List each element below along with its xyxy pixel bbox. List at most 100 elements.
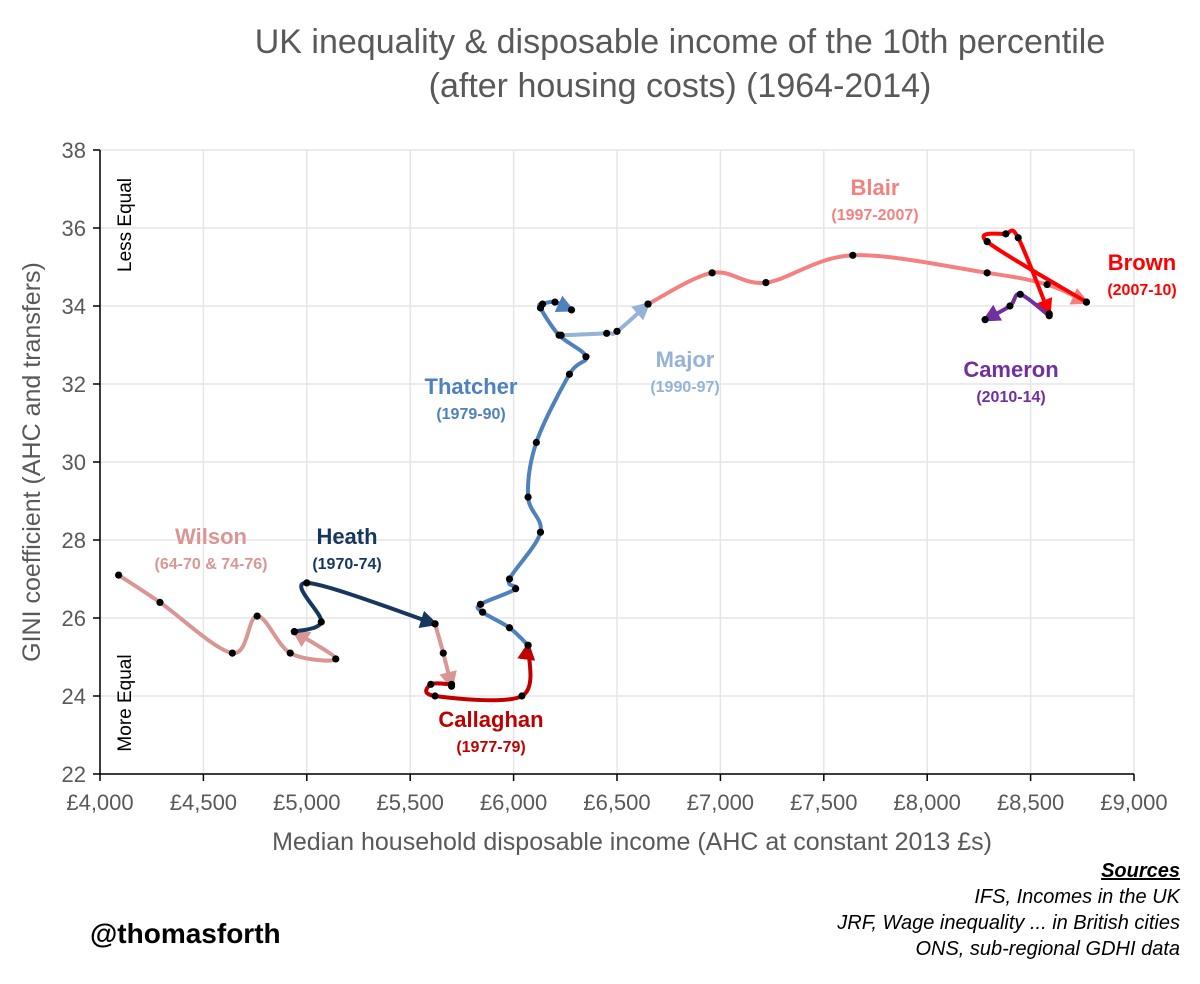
label-years-cameron: (2010-14)	[976, 389, 1045, 406]
data-point	[228, 649, 236, 657]
data-point	[512, 585, 520, 593]
x-tick-label: £7,000	[687, 790, 754, 815]
sources-heading: Sources	[1101, 860, 1180, 882]
series-line-brown	[981, 228, 1089, 318]
series-layer	[115, 228, 1091, 703]
data-point	[524, 641, 532, 649]
data-point	[253, 612, 261, 620]
data-point	[551, 298, 559, 306]
data-point	[1045, 312, 1053, 320]
data-point	[476, 600, 485, 608]
data-point	[849, 251, 857, 259]
data-point	[567, 306, 576, 314]
y-tick-label: 24	[62, 684, 86, 709]
label-years-blair: (1997-2007)	[831, 207, 918, 224]
y-axis-title: GINI coefficient (AHC and transfers)	[18, 262, 46, 662]
data-point	[565, 370, 574, 378]
more-equal-note: More Equal	[115, 654, 136, 751]
data-point	[431, 620, 439, 628]
chart-grid	[99, 149, 1135, 775]
data-point	[1002, 230, 1010, 238]
y-tick-label: 26	[62, 606, 86, 631]
x-tick-label: £8,500	[997, 790, 1064, 815]
source-line: ONS, sub-regional GDHI data	[915, 938, 1180, 960]
data-point	[983, 238, 991, 246]
data-point	[439, 649, 447, 657]
label-blair: Blair	[851, 175, 900, 200]
x-tick-label: £8,000	[894, 790, 961, 815]
data-point	[532, 438, 540, 447]
y-tick-label: 28	[62, 528, 86, 553]
x-tick-label: £6,500	[583, 790, 650, 815]
data-point	[1043, 280, 1051, 289]
data-point	[286, 649, 294, 657]
data-point	[505, 624, 514, 632]
x-tick-label: £4,000	[66, 790, 133, 815]
source-line: IFS, Incomes in the UK	[974, 886, 1180, 908]
series-line-cameron	[981, 292, 1052, 322]
data-point	[505, 575, 514, 583]
data-point	[518, 692, 526, 700]
sources-block: Sources IFS, Incomes in the UK JRF, Wage…	[837, 858, 1180, 962]
data-point	[582, 353, 590, 361]
label-years-wilson: (64-70 & 74-76)	[155, 556, 268, 573]
data-point	[332, 655, 340, 663]
data-point	[981, 316, 989, 324]
data-point	[524, 493, 532, 501]
label-major: Major	[656, 347, 715, 372]
data-point	[538, 300, 547, 308]
y-tick-label: 38	[62, 138, 86, 163]
x-axis-title: Median household disposable income (AHC …	[272, 828, 992, 856]
label-years-callaghan: (1977-79)	[456, 739, 525, 756]
label-cameron: Cameron	[963, 357, 1058, 382]
series-line-thatcher	[475, 295, 589, 648]
data-point	[427, 680, 435, 688]
data-point	[762, 279, 770, 287]
x-tick-label: £4,500	[170, 790, 237, 815]
data-point	[644, 300, 652, 308]
less-equal-note: Less Equal	[115, 178, 136, 272]
y-tick-label: 32	[62, 372, 86, 397]
label-wilson: Wilson	[175, 524, 247, 549]
label-thatcher: Thatcher	[425, 374, 518, 399]
data-point	[983, 269, 991, 277]
data-point	[613, 327, 621, 335]
source-line: JRF, Wage inequality ... in British citi…	[837, 912, 1180, 934]
label-heath: Heath	[316, 524, 377, 549]
data-point	[708, 269, 716, 277]
data-point	[431, 692, 439, 700]
series-line-heath	[292, 580, 439, 634]
data-point	[290, 628, 298, 636]
x-tick-label: £5,500	[377, 790, 444, 815]
data-point	[317, 618, 325, 626]
chart-title-line-1: UK inequality & disposable income of the…	[254, 23, 1106, 61]
y-tick-label: 36	[62, 216, 86, 241]
series-line-major	[559, 301, 651, 338]
y-tick-label: 30	[62, 450, 86, 475]
chart-axes: £4,000 £4,500 £5,000 £5,500 £6,000 £6,500 £7,0…	[62, 138, 1168, 815]
data-point	[303, 579, 311, 587]
x-tick-label: £7,500	[790, 790, 857, 815]
label-years-brown: (2007-10)	[1107, 282, 1176, 299]
author-handle: @thomasforth	[90, 918, 281, 949]
label-years-major: (1990-97)	[650, 379, 719, 396]
x-tick-label: £9,000	[1100, 790, 1167, 815]
label-years-heath: (1970-74)	[312, 556, 381, 573]
x-tick-label: £6,000	[480, 790, 547, 815]
data-point	[478, 608, 487, 616]
data-point	[603, 329, 611, 337]
data-point	[1006, 302, 1014, 310]
data-point	[1014, 234, 1022, 242]
y-tick-label: 34	[62, 294, 86, 319]
label-brown: Brown	[1108, 250, 1176, 275]
data-point	[447, 680, 456, 688]
chart-title-line-2: (after housing costs) (1964-2014)	[428, 67, 932, 105]
data-point	[536, 528, 545, 536]
label-layer: Wilson (64-70 & 74-76) Heath (1970-74) Calla…	[155, 175, 1177, 756]
x-tick-label: £5,000	[273, 790, 340, 815]
y-tick-label: 22	[62, 762, 86, 787]
data-point	[1082, 298, 1091, 306]
label-callaghan: Callaghan	[438, 707, 543, 732]
data-point	[557, 331, 565, 339]
